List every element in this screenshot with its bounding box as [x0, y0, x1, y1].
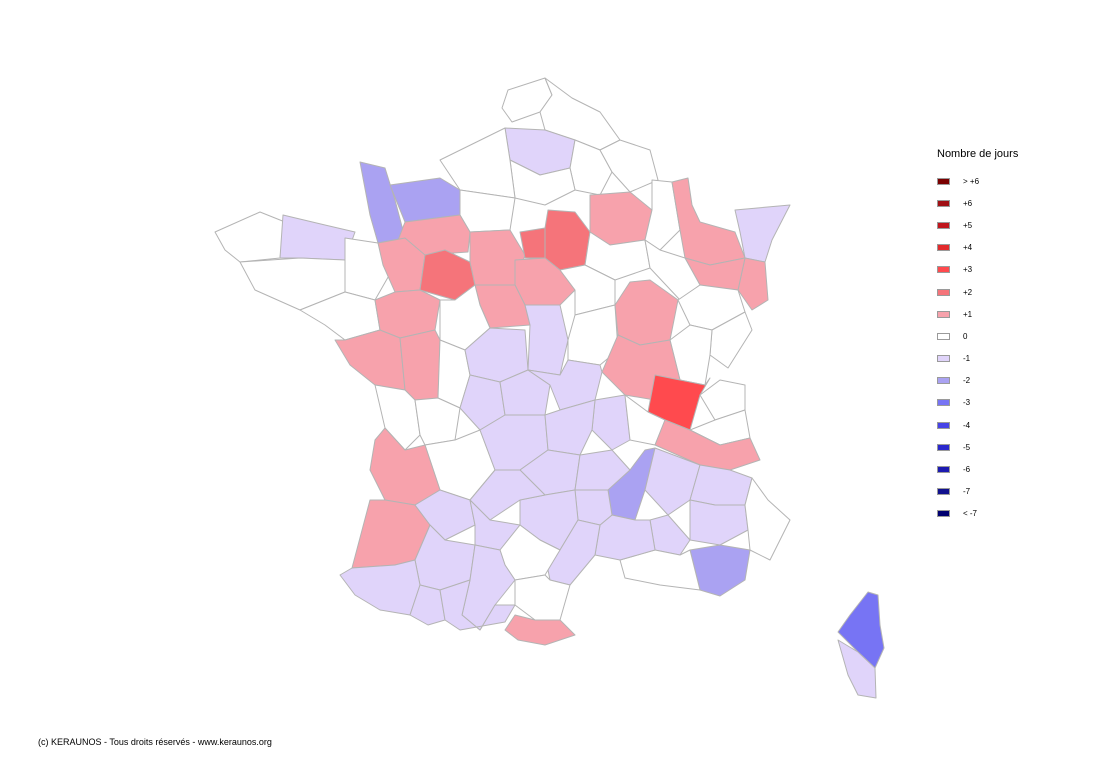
legend-label: -5 [963, 442, 971, 452]
department-yvelines [519, 227, 549, 259]
department-vaucluse [649, 514, 691, 556]
legend-swatch [937, 421, 950, 429]
department-pyrenees-atlantiques [339, 559, 421, 616]
legend-item: +6 [937, 192, 1018, 214]
department-hautes-alpes [689, 464, 753, 506]
department-eure [459, 189, 516, 233]
department-creuse [499, 369, 551, 416]
department-puy-de-dome [544, 399, 596, 456]
legend-item: +3 [937, 259, 1018, 281]
legend-item: -1 [937, 348, 1018, 370]
legend-label: 0 [963, 331, 968, 341]
department-seine-maritime [439, 127, 516, 199]
legend-label: > +6 [963, 176, 980, 186]
legend-title: Nombre de jours [937, 148, 1019, 160]
legend-label: -3 [963, 398, 971, 408]
department-cher [524, 304, 569, 376]
legend-swatch [937, 332, 950, 340]
department-lozere [574, 489, 613, 526]
legend-swatch [937, 355, 950, 363]
legend-label: < -7 [963, 509, 978, 519]
legend-swatch [937, 466, 950, 474]
legend-item: -7 [937, 481, 1018, 503]
legend-item: +1 [937, 303, 1018, 325]
legend-item: < -7 [937, 503, 1018, 525]
legend-item: +5 [937, 214, 1018, 236]
department-alpes-haute-provence [689, 499, 749, 546]
department-alpes-maritimes [744, 477, 791, 561]
copyright-footer: (c) KERAUNOS - Tous droits réservés - ww… [38, 737, 272, 747]
legend-label: +2 [963, 287, 973, 297]
legend-item: 0 [937, 325, 1018, 347]
legend-label: +5 [963, 220, 973, 230]
department-pyrenees-orientales [504, 614, 576, 646]
legend-swatch [937, 510, 950, 518]
legend-item: -5 [937, 436, 1018, 458]
legend-item: -3 [937, 392, 1018, 414]
department-aude [514, 574, 571, 621]
legend-swatch [937, 310, 950, 318]
department-cote-dor [614, 279, 679, 346]
department-allier [527, 359, 603, 411]
department-haute-savoie [699, 379, 746, 421]
department-charente [414, 397, 461, 446]
legend-rows: > +6 +6 +5 +4 +3 +2 +1 0 -1 -2 -3 -4 -5 -6 -7 < -7 [937, 170, 1018, 525]
departments-layer [214, 77, 885, 699]
legend-label: +1 [963, 309, 973, 319]
legend-label: -7 [963, 487, 971, 497]
legend-label: -6 [963, 465, 971, 475]
department-ardennes [599, 139, 659, 193]
department-drome [644, 447, 701, 516]
legend-swatch [937, 488, 950, 496]
department-seine-et-marne [544, 209, 591, 271]
legend-item: +2 [937, 281, 1018, 303]
department-moselle [671, 177, 746, 266]
department-marne [589, 191, 653, 246]
legend: Nombre de jours > +6 +6 +5 +4 +3 +2 +1 0 -1 -2 -3 -… [937, 148, 1018, 525]
department-gard [594, 514, 656, 561]
legend-swatch [937, 399, 950, 407]
legend-swatch [937, 177, 950, 185]
department-cotes-darmor [279, 214, 356, 261]
department-finistere [214, 211, 286, 263]
legend-item: -2 [937, 370, 1018, 392]
legend-label: -4 [963, 420, 971, 430]
legend-swatch [937, 443, 950, 451]
legend-item: +4 [937, 237, 1018, 259]
department-calvados [389, 177, 461, 223]
legend-label: +4 [963, 243, 973, 253]
department-loire [591, 394, 631, 451]
legend-label: +3 [963, 265, 973, 275]
department-ariege [439, 579, 516, 631]
legend-label: -2 [963, 376, 971, 386]
legend-swatch [937, 266, 950, 274]
legend-item: -6 [937, 458, 1018, 480]
legend-item: > +6 [937, 170, 1018, 192]
legend-swatch [937, 221, 950, 229]
legend-swatch [937, 199, 950, 207]
legend-item: -4 [937, 414, 1018, 436]
legend-swatch [937, 288, 950, 296]
legend-label: -1 [963, 354, 971, 364]
legend-swatch [937, 244, 950, 252]
legend-label: +6 [963, 198, 973, 208]
legend-swatch [937, 377, 950, 385]
department-bouches-du-rhone [619, 549, 701, 591]
department-deux-sevres [399, 329, 441, 401]
department-corse-du-sud [837, 639, 877, 699]
